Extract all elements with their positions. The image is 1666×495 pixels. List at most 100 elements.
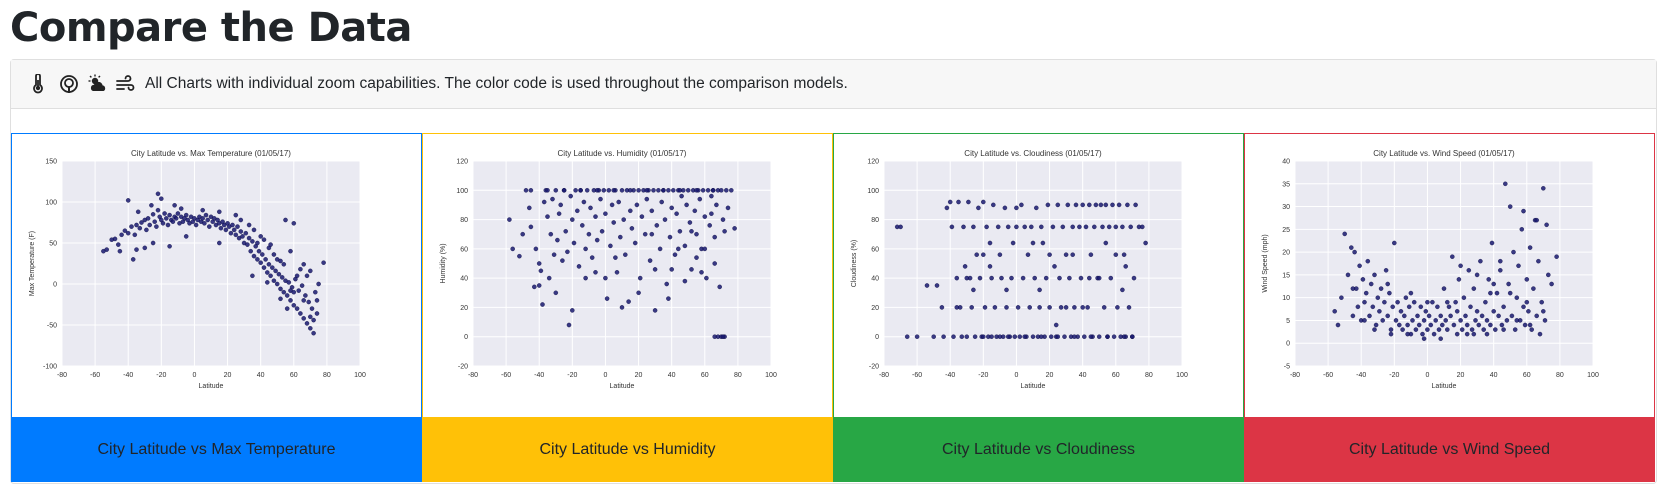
caption-max-temperature[interactable]: City Latitude vs Max Temperature bbox=[12, 417, 421, 482]
data-point bbox=[260, 252, 265, 257]
data-point bbox=[1501, 304, 1506, 310]
data-point bbox=[1043, 275, 1049, 281]
chart-image-area[interactable]: -80 -60 -40 -20 0 20 40 60 80 100 -20 0 20 40 60 80 100 1… bbox=[834, 134, 1243, 417]
chart-card-cloudiness[interactable]: -80 -60 -40 -20 0 20 40 60 80 100 -20 0 20 40 60 80 100 1… bbox=[833, 133, 1244, 482]
data-point bbox=[1002, 205, 1008, 211]
data-point bbox=[1425, 299, 1430, 305]
data-point bbox=[238, 229, 244, 234]
data-point bbox=[712, 234, 717, 240]
data-point bbox=[1143, 240, 1148, 246]
data-point bbox=[556, 211, 562, 216]
data-point bbox=[1403, 295, 1409, 300]
y-tick-label: -100 bbox=[43, 364, 57, 371]
data-point bbox=[1408, 290, 1414, 296]
data-point bbox=[561, 188, 567, 193]
data-point bbox=[677, 229, 683, 234]
data-point bbox=[122, 228, 128, 233]
cloud-sun-icon bbox=[87, 74, 109, 94]
data-point bbox=[1005, 224, 1011, 230]
data-point bbox=[1534, 217, 1539, 223]
data-point bbox=[707, 223, 712, 228]
x-tick-label: -60 bbox=[912, 372, 922, 379]
data-point bbox=[308, 268, 313, 274]
data-point bbox=[164, 216, 169, 221]
humidity-scatter-chart[interactable]: -80 -60 -40 -20 0 20 40 60 80 100 -20 0 20 40 60 80 100 1… bbox=[423, 134, 832, 417]
data-point bbox=[954, 305, 960, 310]
data-point bbox=[1430, 299, 1435, 305]
data-point bbox=[611, 188, 616, 193]
data-point bbox=[314, 298, 320, 303]
data-point bbox=[1478, 258, 1483, 264]
cloudiness-scatter-chart[interactable]: -80 -60 -40 -20 0 20 40 60 80 100 -20 0 20 40 60 80 100 1… bbox=[834, 134, 1243, 417]
data-point bbox=[119, 232, 124, 238]
wind-speed-scatter-chart[interactable]: -80 -60 -40 -20 0 20 40 60 80 100 -5 0 5 10 15 20 25 30 35… bbox=[1245, 134, 1655, 417]
data-point bbox=[288, 248, 293, 254]
data-point bbox=[586, 231, 592, 237]
x-tick-label: 20 bbox=[1457, 372, 1465, 379]
data-point bbox=[694, 188, 699, 193]
data-point bbox=[1113, 252, 1119, 257]
x-tick-label: -80 bbox=[468, 372, 478, 379]
data-point bbox=[599, 229, 605, 234]
data-point bbox=[1087, 275, 1092, 281]
data-point bbox=[904, 334, 910, 339]
data-point bbox=[251, 253, 257, 259]
data-point bbox=[632, 240, 638, 246]
data-point bbox=[989, 275, 994, 281]
data-point bbox=[1415, 313, 1420, 319]
chart-card-humidity[interactable]: -80 -60 -40 -20 0 20 40 60 80 100 -20 0 20 40 60 80 100 1… bbox=[422, 133, 833, 482]
data-point bbox=[1388, 331, 1394, 337]
data-point bbox=[1405, 322, 1410, 328]
data-point bbox=[517, 253, 522, 259]
chart-image-area[interactable]: -80 -60 -40 -20 0 20 40 60 80 100 -5 0 5 10 15 20 25 30 35… bbox=[1245, 134, 1654, 417]
y-tick-label: 100 bbox=[867, 188, 879, 195]
x-tick-label: -40 bbox=[123, 372, 133, 379]
y-tick-label: 10 bbox=[1282, 295, 1290, 302]
caption-wind-speed[interactable]: City Latitude vs Wind Speed bbox=[1245, 417, 1654, 482]
charts-grid: -80 -60 -40 -20 0 20 40 60 80 100 -100 -50 0 50 100 150… bbox=[11, 133, 1657, 482]
x-tick-label: 80 bbox=[1145, 372, 1153, 379]
data-point bbox=[1375, 295, 1381, 300]
data-point bbox=[1438, 313, 1443, 319]
data-point bbox=[1115, 305, 1120, 310]
caption-cloudiness[interactable]: City Latitude vs Cloudiness bbox=[834, 417, 1243, 482]
x-tick-label: 100 bbox=[354, 372, 366, 379]
data-point bbox=[1040, 240, 1046, 246]
data-point bbox=[1360, 277, 1366, 282]
thermometer-icon bbox=[31, 74, 53, 94]
plot-area bbox=[884, 161, 1182, 366]
data-point bbox=[1476, 322, 1482, 328]
temperature-scatter-chart[interactable]: -80 -60 -40 -20 0 20 40 60 80 100 -100 -50 0 50 100 150… bbox=[12, 134, 421, 417]
data-point bbox=[1445, 327, 1450, 332]
data-point bbox=[283, 217, 288, 223]
data-point bbox=[570, 308, 575, 313]
data-point bbox=[304, 273, 310, 279]
chart-image-area[interactable]: -80 -60 -40 -20 0 20 40 60 80 100 -100 -50 0 50 100 150… bbox=[12, 134, 421, 417]
data-point bbox=[183, 234, 189, 239]
caption-humidity[interactable]: City Latitude vs Humidity bbox=[423, 417, 832, 482]
data-point bbox=[155, 207, 161, 213]
data-point bbox=[1425, 327, 1430, 332]
data-point bbox=[299, 283, 305, 288]
data-point bbox=[291, 289, 297, 295]
chart-card-max-temperature[interactable]: -80 -60 -40 -20 0 20 40 60 80 100 -100 -50 0 50 100 150… bbox=[11, 133, 422, 482]
x-tick-label: 0 bbox=[1425, 372, 1429, 379]
data-point bbox=[230, 222, 235, 228]
data-point bbox=[1065, 202, 1071, 208]
data-point bbox=[956, 199, 961, 205]
data-point bbox=[1395, 299, 1400, 305]
data-point bbox=[976, 205, 981, 211]
data-point bbox=[527, 205, 532, 211]
data-point bbox=[1537, 331, 1543, 337]
y-tick-label: 120 bbox=[456, 159, 468, 166]
data-point bbox=[1453, 299, 1458, 305]
data-point bbox=[1527, 245, 1533, 250]
chart-card-wind-speed[interactable]: -80 -60 -40 -20 0 20 40 60 80 100 -5 0 5 10 15 20 25 30 35… bbox=[1244, 133, 1655, 482]
data-point bbox=[659, 199, 664, 205]
data-point bbox=[1098, 202, 1104, 208]
data-point bbox=[603, 275, 608, 281]
data-point bbox=[1554, 254, 1559, 259]
data-point bbox=[1072, 305, 1077, 310]
chart-image-area[interactable]: -80 -60 -40 -20 0 20 40 60 80 100 -20 0 20 40 60 80 100 1… bbox=[423, 134, 832, 417]
data-point bbox=[533, 246, 539, 252]
